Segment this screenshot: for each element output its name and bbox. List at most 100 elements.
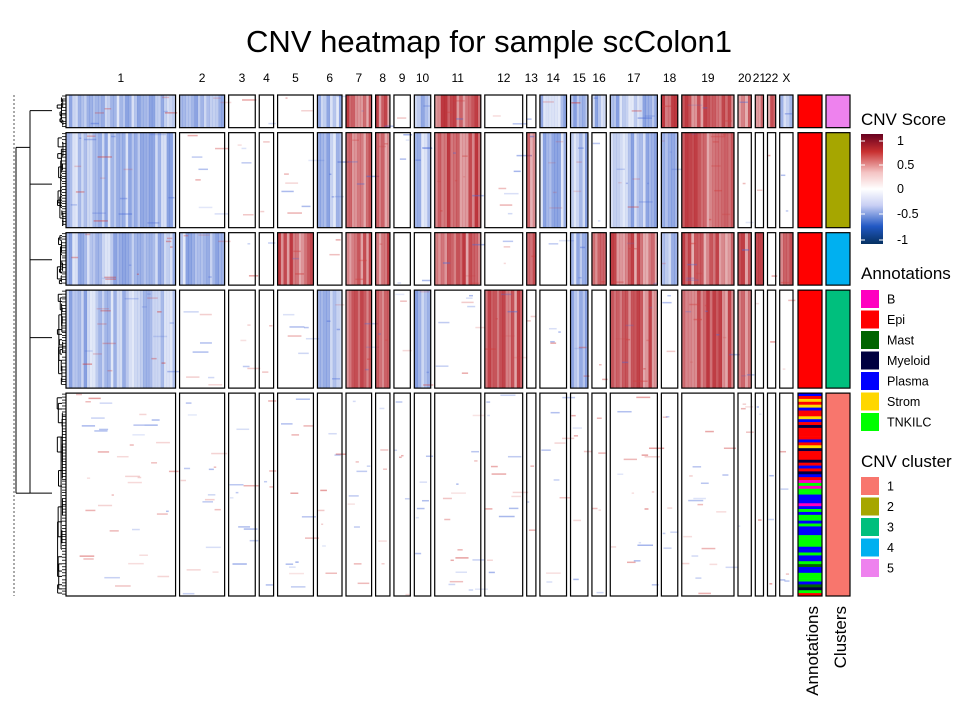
heatmap-block-cluster2-chr14 bbox=[539, 132, 568, 229]
heatmap-block-cluster5-chr14 bbox=[539, 94, 568, 129]
annotations-legend-item: B bbox=[861, 290, 895, 308]
cnv-cluster-legend-swatch bbox=[861, 559, 879, 577]
cluster-strip-5 bbox=[825, 94, 851, 129]
heatmap-block-cluster2-chr19 bbox=[681, 132, 735, 229]
heatmap-block-cluster5-chr5 bbox=[276, 94, 315, 129]
cnv-score-legend-title: CNV Score bbox=[861, 110, 946, 129]
cnv-cluster-legend-swatch bbox=[861, 477, 879, 495]
cnv-cluster-legend-label: 5 bbox=[887, 562, 894, 576]
cluster-strip-1 bbox=[825, 392, 851, 597]
heatmap-block-cluster3-chr6 bbox=[316, 289, 345, 389]
heatmap-block-cluster3-chr4 bbox=[258, 289, 275, 389]
cnv-score-colorbar bbox=[861, 134, 883, 244]
heatmap-block-cluster4-chr10 bbox=[413, 232, 432, 286]
heatmap-block-cluster3-chr3 bbox=[228, 289, 261, 389]
cnv-cluster-legend-swatch bbox=[861, 497, 879, 516]
cnv-cluster-legend-label: 3 bbox=[887, 521, 894, 535]
heatmap-block-cluster4-chr3 bbox=[228, 232, 259, 286]
heatmap-block-cluster3-chr11 bbox=[434, 289, 486, 389]
heatmap-block-cluster3-chr10 bbox=[413, 289, 434, 389]
annotations-legend-swatch bbox=[861, 413, 879, 431]
annotations-legend-label: Myeloid bbox=[887, 354, 930, 368]
heatmap-block-cluster1-chr22 bbox=[766, 392, 777, 597]
cnv-cluster-legend-item: 5 bbox=[861, 559, 894, 577]
heatmap-block-cluster5-chr22 bbox=[766, 94, 777, 129]
annotations-legend-label: Plasma bbox=[887, 375, 929, 389]
heatmap-block-cluster4-chr8 bbox=[375, 232, 391, 286]
heatmap-block-cluster3-chr5 bbox=[276, 289, 320, 389]
heatmap-block-cluster1-chr17 bbox=[609, 392, 665, 597]
heatmap-block-cluster3-chr16 bbox=[591, 289, 608, 389]
heatmap-block-cluster1-chr10 bbox=[413, 392, 434, 597]
heatmap-block-cluster1-chr2 bbox=[178, 392, 228, 597]
heatmap-block-cluster1-chr1 bbox=[65, 392, 179, 597]
annotations-strip-title: Annotations bbox=[803, 606, 822, 696]
heatmap-block-cluster4-chrX bbox=[779, 232, 794, 286]
heatmap-block-cluster3-chr17 bbox=[609, 289, 658, 389]
cnv-cluster-legend-label: 1 bbox=[887, 480, 894, 494]
heatmap-block-cluster1-chr3 bbox=[228, 392, 259, 597]
cnv-score-tick-label: -0.5 bbox=[897, 207, 919, 221]
cluster-strip-3 bbox=[825, 289, 851, 389]
heatmap-block-cluster2-chr20 bbox=[737, 132, 754, 229]
chromosome-label-3: 3 bbox=[239, 71, 246, 85]
heatmap-block-cluster4-chr1 bbox=[65, 232, 177, 286]
heatmap-block-cluster4-chr22 bbox=[766, 232, 778, 286]
cnv-cluster-legend-item: 2 bbox=[861, 497, 894, 516]
chromosome-label-5: 5 bbox=[292, 71, 299, 85]
heatmap-block-cluster4-chr11 bbox=[434, 232, 485, 286]
heatmap-block-cluster2-chr6 bbox=[316, 132, 349, 229]
heatmap-block-cluster4-chr9 bbox=[393, 232, 411, 286]
heatmap-block-cluster3-chr20 bbox=[737, 289, 755, 389]
cnv-cluster-legend-label: 2 bbox=[887, 500, 894, 514]
chromosome-label-16: 16 bbox=[592, 71, 606, 85]
heatmap-block-cluster5-chr20 bbox=[737, 94, 752, 129]
heatmap-block-cluster2-chrX bbox=[779, 132, 794, 229]
chromosome-label-17: 17 bbox=[627, 71, 641, 85]
heatmap-block-cluster5-chr16 bbox=[591, 94, 607, 129]
heatmap-block-cluster2-chr1 bbox=[65, 132, 177, 229]
chromosome-label-19: 19 bbox=[701, 71, 715, 85]
heatmap-block-cluster5-chr21 bbox=[754, 94, 765, 129]
heatmap-block-cluster1-chr4 bbox=[258, 392, 277, 597]
heatmap-block-cluster4-chr20 bbox=[737, 232, 752, 286]
cnv-score-tick-label: 1 bbox=[897, 134, 904, 148]
heatmap-block-cluster4-chr4 bbox=[258, 232, 276, 286]
heatmap-block-cluster2-chr2 bbox=[178, 132, 229, 229]
annotations-legend-item: Myeloid bbox=[861, 351, 930, 370]
heatmap-block-cluster2-chr3 bbox=[228, 132, 256, 229]
chromosome-label-22: 22 bbox=[765, 71, 779, 85]
heatmap-block-cluster1-chr5 bbox=[276, 392, 319, 597]
chromosome-label-21: 21 bbox=[753, 71, 767, 85]
heatmap-block-cluster5-chr7 bbox=[345, 94, 373, 129]
heatmap-block-cluster2-chr18 bbox=[660, 132, 682, 229]
annotations-legend-item: TNKILC bbox=[861, 413, 931, 431]
cnv-cluster-legend-item: 1 bbox=[861, 477, 894, 495]
heatmap-block-cluster1-chr18 bbox=[660, 392, 679, 597]
annotations-legend-swatch bbox=[861, 392, 879, 411]
cluster-strip-2 bbox=[825, 132, 851, 229]
heatmap-block-cluster5-chr15 bbox=[569, 94, 589, 129]
heatmap-block-cluster2-chr8 bbox=[375, 132, 391, 229]
chromosome-label-12: 12 bbox=[497, 71, 511, 85]
chromosome-label-6: 6 bbox=[326, 71, 333, 85]
heatmap-block-cluster5-chr18 bbox=[660, 94, 679, 129]
chromosome-label-4: 4 bbox=[263, 71, 270, 85]
heatmap-block-cluster5-chr4 bbox=[258, 94, 276, 129]
heatmap-block-cluster4-chr2 bbox=[178, 232, 231, 286]
annotations-legend-swatch bbox=[861, 310, 879, 329]
heatmap-block-cluster4-chr6 bbox=[316, 232, 343, 286]
annotation-strip-cluster4 bbox=[797, 232, 823, 286]
heatmap-block-cluster1-chr7 bbox=[345, 392, 373, 597]
heatmap-block-cluster2-chr17 bbox=[609, 132, 658, 229]
heatmap-block-cluster1-chr14 bbox=[539, 392, 576, 597]
clusters-strip-title: Clusters bbox=[831, 606, 850, 668]
heatmap-block-cluster5-chr1 bbox=[65, 94, 178, 129]
heatmap-block-cluster3-chr7 bbox=[345, 289, 380, 389]
cnv-score-tick-label: 0.5 bbox=[897, 158, 914, 172]
heatmap-block-cluster2-chr21 bbox=[754, 132, 765, 229]
heatmap-block-cluster4-chr14 bbox=[539, 232, 574, 286]
heatmap-block-cluster4-chr18 bbox=[660, 232, 679, 286]
heatmap-block-cluster1-chr12 bbox=[484, 392, 529, 597]
